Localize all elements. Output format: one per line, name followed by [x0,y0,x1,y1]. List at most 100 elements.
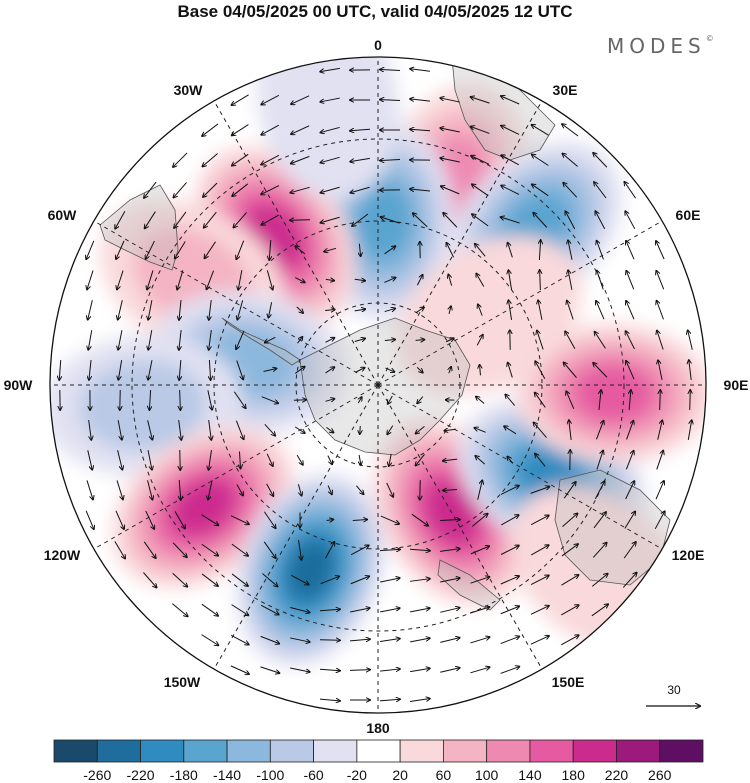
wind-arrow [208,420,212,440]
colorbar-tick-label: -20 [347,767,367,783]
wind-arrow [291,95,310,104]
wind-arrow [385,367,395,372]
colorbar-swatch [53,739,98,763]
wind-arrow [410,99,430,101]
wind-arrow [563,183,578,198]
colorbar-swatch [226,739,271,763]
wind-arrow [562,153,578,167]
wind-arrow [561,544,578,557]
wind-arrow [687,420,691,440]
wind-arrow [294,426,305,433]
wind-arrow [350,129,371,131]
longitude-label: 150E [552,674,585,690]
wind-arrow [85,510,94,529]
wind-arrow [591,574,607,587]
wind-arrow [260,666,280,673]
wind-arrow [656,271,665,290]
wind-arrow [172,542,187,558]
wind-arrow [595,332,606,349]
wind-arrow [201,514,219,526]
wind-arrow [657,420,663,440]
colorbar-swatch [616,739,661,763]
meridian-line [213,384,379,670]
longitude-label: 120W [44,547,81,563]
wind-arrow [319,699,340,701]
wind-arrow [349,639,370,641]
wind-arrow [118,300,123,319]
wind-arrow [389,453,391,466]
wind-arrow [656,241,665,260]
wind-arrow [478,304,483,316]
colorbar-tick-label: 60 [436,767,452,783]
wind-arrow [625,451,633,470]
wind-arrow [209,330,212,350]
wind-arrow [596,450,603,470]
wind-arrow [443,213,458,228]
wind-arrow [172,603,187,617]
wind-arrow [143,541,156,558]
wind-arrow [470,607,489,614]
wind-arrow [324,247,337,251]
wind-arrow [508,363,513,378]
wind-arrow [535,361,546,380]
wind-arrow [86,480,93,499]
wind-arrow [446,338,454,342]
meridian-line [213,100,379,386]
colorbar-swatch [313,739,358,763]
wind-arrow [294,367,304,374]
wind-arrow [508,243,513,258]
wind-arrow [420,480,421,500]
wind-arrow [320,97,340,102]
land-masses [99,57,671,611]
wind-arrow [266,453,273,466]
wind-arrow [562,513,577,527]
wind-arrow [296,454,303,465]
wind-arrow [530,636,549,645]
wind-arrow [86,240,95,259]
wind-arrow [624,182,637,199]
wind-arrow [88,330,93,350]
colorbar-tick-label: -140 [213,767,241,783]
wind-arrow [354,338,365,341]
wind-arrow [320,216,340,223]
wind-arrow [444,429,456,430]
wind-arrow [260,604,279,614]
wind-arrow [117,450,123,469]
wind-arrow [202,123,219,136]
wind-arrow [475,244,486,257]
wind-arrow [379,549,400,550]
colorbar-tick-label: -60 [303,767,323,783]
brand-logo: MODES© [607,34,714,58]
wind-arrow [654,511,664,530]
colorbar-swatch [356,739,401,763]
wind-arrow [508,270,513,290]
longitude-label: 120E [672,547,705,563]
colorbar-tick-label: 140 [518,767,542,783]
wind-arrow [352,520,367,521]
wind-arrow [319,609,340,610]
meridian-line [93,220,379,386]
wind-arrow [147,450,152,470]
wind-arrow [624,511,635,529]
meridian-line [377,220,663,386]
colorbar-tick-label: -180 [170,767,198,783]
wind-arrow [505,394,516,406]
longitude-label: 60E [676,207,701,223]
wind-arrow [209,450,212,470]
wind-arrow [625,481,635,500]
wind-arrow [118,330,123,350]
wind-arrow [440,638,459,643]
wind-arrow [565,211,576,230]
wind-arrow [298,540,302,560]
wind-arrow [539,240,540,261]
colorbar-swatch [269,739,315,763]
wind-arrow [533,213,548,228]
wind-arrow [209,359,210,380]
wind-arrow [147,420,153,439]
wind-arrow [350,157,370,161]
wind-arrow [201,603,218,616]
wind-arrow [380,578,400,583]
wind-arrow [325,542,335,559]
brand-name: MODES [607,34,706,58]
graticule [50,57,706,713]
